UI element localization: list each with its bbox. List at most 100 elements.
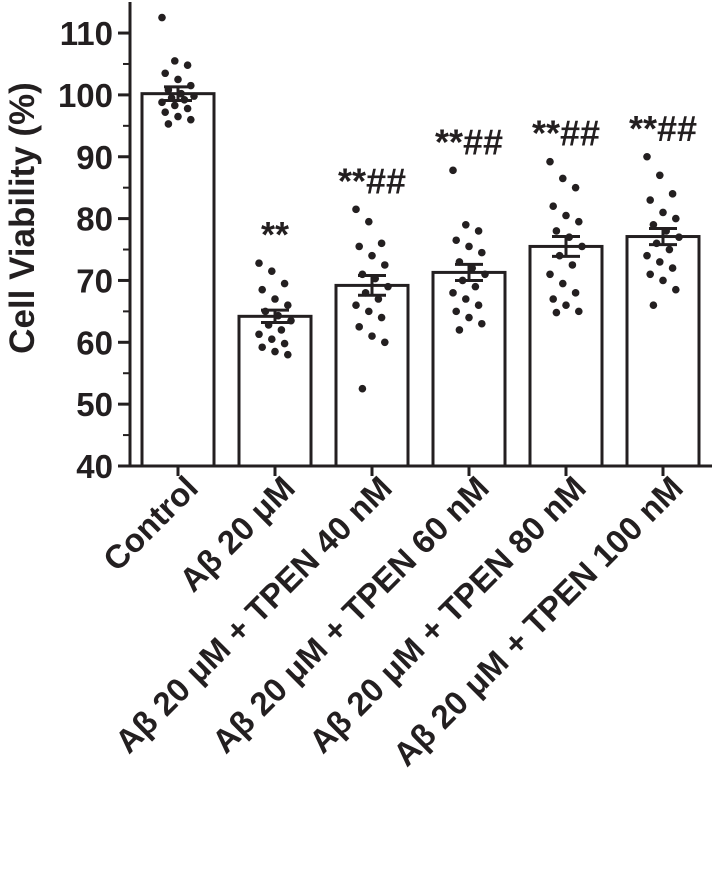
data-point	[280, 279, 289, 288]
data-point	[575, 217, 583, 226]
data-point	[361, 289, 370, 297]
data-point	[481, 270, 489, 279]
data-point	[675, 233, 683, 241]
data-point	[352, 205, 360, 214]
data-point	[174, 112, 182, 121]
data-point	[264, 321, 273, 329]
data-point	[649, 301, 658, 309]
data-point	[377, 313, 386, 322]
data-point	[646, 270, 654, 279]
data-point	[468, 264, 477, 272]
data-point	[546, 157, 554, 166]
data-point	[555, 251, 564, 260]
data-point	[277, 326, 286, 334]
data-point	[652, 239, 661, 248]
data-point	[284, 301, 292, 309]
data-point	[368, 251, 376, 260]
significance-label: **	[261, 214, 289, 255]
data-point	[190, 92, 198, 100]
data-point	[180, 96, 189, 104]
data-point	[562, 211, 570, 220]
data-point	[568, 261, 577, 269]
data-point	[478, 248, 486, 257]
data-point	[158, 98, 166, 107]
data-point	[659, 208, 667, 217]
data-point	[471, 282, 480, 291]
significance-label: **##	[629, 108, 697, 149]
data-point	[183, 61, 192, 70]
data-point	[187, 81, 195, 90]
data-point	[578, 242, 586, 251]
data-point	[268, 335, 276, 344]
data-point	[474, 301, 483, 309]
y-tick-label: 60	[76, 324, 113, 361]
axes: 40 50 60 70 80 90 100 110	[58, 2, 712, 485]
data-point	[258, 343, 267, 352]
data-point	[643, 251, 651, 260]
data-point	[164, 86, 173, 94]
data-point	[549, 295, 557, 303]
y-tick-label: 110	[60, 15, 113, 52]
data-point	[355, 242, 364, 251]
y-tick-label: 80	[76, 201, 113, 238]
data-point	[268, 267, 276, 275]
bar	[431, 270, 507, 468]
data-point	[384, 282, 392, 291]
data-point	[271, 347, 279, 356]
data-point	[381, 261, 389, 269]
data-point	[371, 274, 380, 283]
data-point	[365, 307, 373, 316]
significance-label: **##	[338, 160, 406, 201]
data-point	[643, 152, 651, 161]
data-point	[352, 301, 360, 309]
bar	[140, 92, 216, 468]
data-point	[571, 183, 580, 192]
y-axis-label: Cell Viability (%)	[3, 82, 42, 354]
data-point	[465, 313, 473, 322]
data-point	[452, 236, 461, 245]
data-point	[452, 307, 461, 316]
data-point	[571, 289, 580, 297]
data-point	[161, 108, 169, 117]
data-point	[358, 270, 367, 279]
data-point	[575, 307, 583, 316]
data-point	[474, 227, 483, 235]
data-point	[161, 69, 169, 78]
data-point	[355, 323, 364, 331]
data-point	[167, 94, 176, 102]
data-point	[258, 285, 267, 294]
data-point	[365, 217, 373, 226]
data-point	[672, 285, 680, 294]
data-point	[449, 166, 457, 175]
data-point	[462, 295, 470, 303]
data-point	[668, 264, 677, 272]
data-point	[374, 295, 383, 303]
y-tick-label: 40	[76, 448, 113, 485]
data-point	[552, 227, 561, 235]
data-point	[549, 202, 557, 211]
bar	[528, 244, 604, 468]
data-point	[158, 13, 166, 22]
data-point	[656, 171, 664, 180]
data-point	[552, 308, 561, 317]
data-point	[659, 276, 667, 285]
data-point	[358, 384, 367, 393]
data-point	[458, 276, 467, 285]
data-point	[462, 220, 470, 229]
bars	[140, 85, 701, 468]
data-point	[449, 289, 457, 297]
y-tick-label: 50	[76, 386, 113, 423]
data-point	[465, 242, 473, 251]
data-point	[455, 258, 464, 266]
data-point	[478, 319, 486, 328]
data-point	[559, 174, 567, 183]
data-point	[174, 75, 182, 84]
bar	[237, 314, 313, 468]
data-point	[368, 332, 376, 340]
data-point	[171, 101, 179, 110]
data-point	[255, 259, 263, 267]
data-point	[665, 245, 674, 254]
data-point	[177, 89, 185, 98]
data-point	[164, 120, 173, 128]
